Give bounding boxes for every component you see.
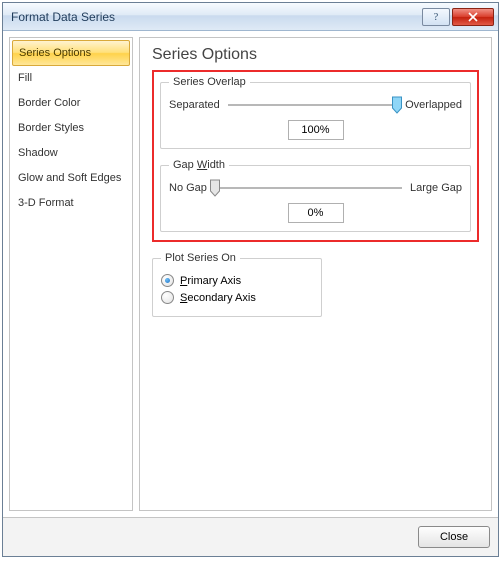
sidebar-item-fill[interactable]: Fill bbox=[12, 66, 130, 91]
close-button[interactable] bbox=[452, 8, 494, 26]
gap-left-label: No Gap bbox=[169, 182, 207, 194]
sidebar-item-label: 3-D Format bbox=[18, 197, 74, 209]
gap-thumb[interactable] bbox=[209, 179, 220, 197]
close-dialog-button[interactable]: Close bbox=[418, 526, 490, 548]
overlap-slider[interactable] bbox=[228, 98, 397, 112]
gap-slider-row: No Gap Large Gap bbox=[169, 181, 462, 195]
main-panel: Series Options Series Overlap Separated … bbox=[139, 37, 492, 511]
slider-track bbox=[228, 104, 397, 106]
titlebar[interactable]: Format Data Series ? bbox=[3, 3, 498, 31]
gap-value-input[interactable] bbox=[288, 203, 344, 223]
sidebar: Series Options Fill Border Color Border … bbox=[9, 37, 133, 511]
dialog-window: Format Data Series ? Series Options Fill… bbox=[2, 2, 499, 557]
sidebar-item-glow[interactable]: Glow and Soft Edges bbox=[12, 166, 130, 191]
overlap-right-label: Overlapped bbox=[405, 99, 462, 111]
sidebar-item-label: Glow and Soft Edges bbox=[18, 172, 121, 184]
overlap-thumb[interactable] bbox=[392, 96, 403, 114]
sidebar-item-label: Border Styles bbox=[18, 122, 84, 134]
svg-text:?: ? bbox=[434, 12, 439, 23]
overlap-left-label: Separated bbox=[169, 99, 220, 111]
sidebar-item-shadow[interactable]: Shadow bbox=[12, 141, 130, 166]
gap-width-legend: Gap Width bbox=[169, 159, 229, 171]
dialog-body: Series Options Fill Border Color Border … bbox=[3, 31, 498, 517]
sidebar-item-border-color[interactable]: Border Color bbox=[12, 91, 130, 116]
titlebar-buttons: ? bbox=[422, 8, 494, 26]
radio-icon bbox=[161, 274, 174, 287]
slider-track bbox=[215, 187, 402, 189]
radio-icon bbox=[161, 291, 174, 304]
gap-right-label: Large Gap bbox=[410, 182, 462, 194]
plot-series-legend: Plot Series On bbox=[161, 252, 240, 264]
gap-slider[interactable] bbox=[215, 181, 402, 195]
overlap-slider-row: Separated Overlapped bbox=[169, 98, 462, 112]
primary-axis-label: Primary Axis bbox=[180, 275, 241, 287]
sidebar-item-3d-format[interactable]: 3-D Format bbox=[12, 191, 130, 216]
primary-axis-radio[interactable]: Primary Axis bbox=[161, 274, 313, 287]
sidebar-item-series-options[interactable]: Series Options bbox=[12, 40, 130, 66]
dialog-footer: Close bbox=[3, 517, 498, 556]
help-button[interactable]: ? bbox=[422, 8, 450, 26]
panel-title: Series Options bbox=[152, 46, 479, 64]
gap-width-group: Gap Width No Gap Large Gap bbox=[160, 159, 471, 232]
highlight-box: Series Overlap Separated Overlapped bbox=[152, 70, 479, 242]
secondary-axis-label: Secondary Axis bbox=[180, 292, 256, 304]
sidebar-item-label: Series Options bbox=[19, 47, 91, 59]
window-title: Format Data Series bbox=[11, 10, 422, 24]
sidebar-item-label: Border Color bbox=[18, 97, 80, 109]
secondary-axis-radio[interactable]: Secondary Axis bbox=[161, 291, 313, 304]
series-overlap-group: Series Overlap Separated Overlapped bbox=[160, 76, 471, 149]
sidebar-item-border-styles[interactable]: Border Styles bbox=[12, 116, 130, 141]
plot-series-group: Plot Series On Primary Axis Secondary Ax… bbox=[152, 252, 322, 317]
overlap-value-input[interactable] bbox=[288, 120, 344, 140]
sidebar-item-label: Shadow bbox=[18, 147, 58, 159]
series-overlap-legend: Series Overlap bbox=[169, 76, 250, 88]
sidebar-item-label: Fill bbox=[18, 72, 32, 84]
